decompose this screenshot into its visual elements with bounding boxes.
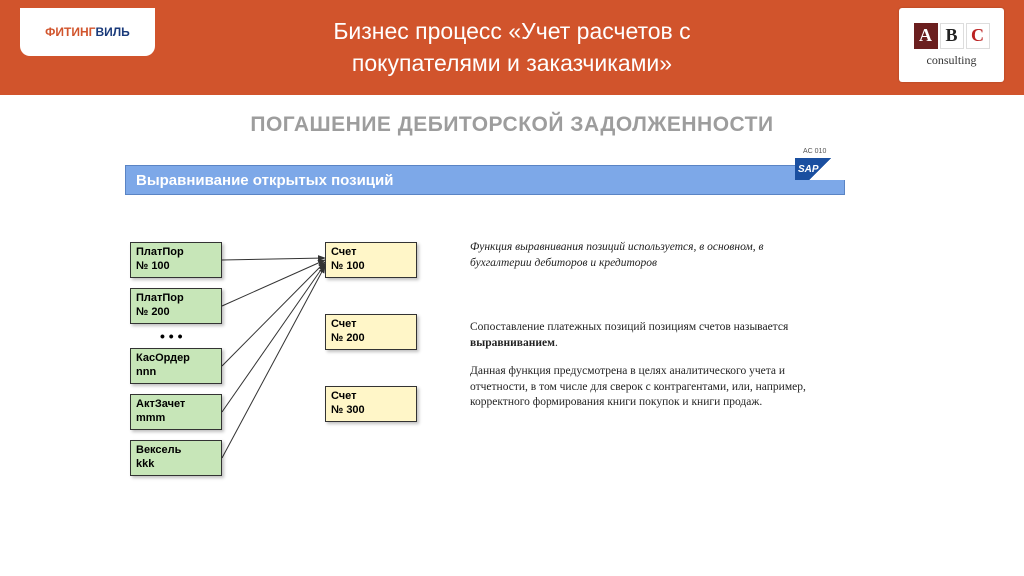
- sap-code: AC 010: [803, 148, 826, 155]
- logo-left: ФИТИНГВИЛЬ: [20, 8, 155, 56]
- sap-badge: SAP: [795, 158, 845, 180]
- logo-left-text: ФИТИНГВИЛЬ: [45, 25, 130, 39]
- title-line2: покупателями и заказчиками»: [352, 50, 672, 76]
- left-node-0: ПлатПор№ 100: [130, 242, 222, 278]
- header-title: Бизнес процесс «Учет расчетов с покупате…: [333, 16, 690, 78]
- desc-3: Данная функция предусмотрена в целях ана…: [470, 364, 840, 411]
- desc-2: Сопоставление платежных позиций позициям…: [470, 320, 830, 351]
- blue-bar-text: Выравнивание открытых позиций: [136, 172, 393, 189]
- blue-bar: Выравнивание открытых позиций: [125, 165, 845, 195]
- left-node-2: КасОрдерnnn: [130, 348, 222, 384]
- logo-left-part2: ВИЛЬ: [95, 25, 129, 39]
- subtitle: ПОГАШЕНИЕ ДЕБИТОРСКОЙ ЗАДОЛЖЕННОСТИ: [0, 113, 1024, 137]
- consulting-label: consulting: [927, 53, 977, 68]
- abc-a: A: [914, 23, 938, 49]
- right-node-1: Счет№ 200: [325, 314, 417, 350]
- right-node-0: Счет№ 100: [325, 242, 417, 278]
- ellipsis: • • •: [160, 328, 182, 344]
- left-node-3: АктЗачетmmm: [130, 394, 222, 430]
- abc-boxes: A B C: [914, 23, 990, 49]
- title-line1: Бизнес процесс «Учет расчетов с: [333, 18, 690, 44]
- logo-left-part1: ФИТИНГ: [45, 25, 95, 39]
- logo-right: A B C consulting: [899, 8, 1004, 82]
- abc-c: C: [966, 23, 990, 49]
- left-node-1: ПлатПор№ 200: [130, 288, 222, 324]
- sap-text: SAP: [798, 164, 819, 175]
- abc-b: B: [940, 23, 964, 49]
- left-node-4: Вексельkkk: [130, 440, 222, 476]
- desc-1: Функция выравнивания позиций используетс…: [470, 240, 810, 271]
- right-node-2: Счет№ 300: [325, 386, 417, 422]
